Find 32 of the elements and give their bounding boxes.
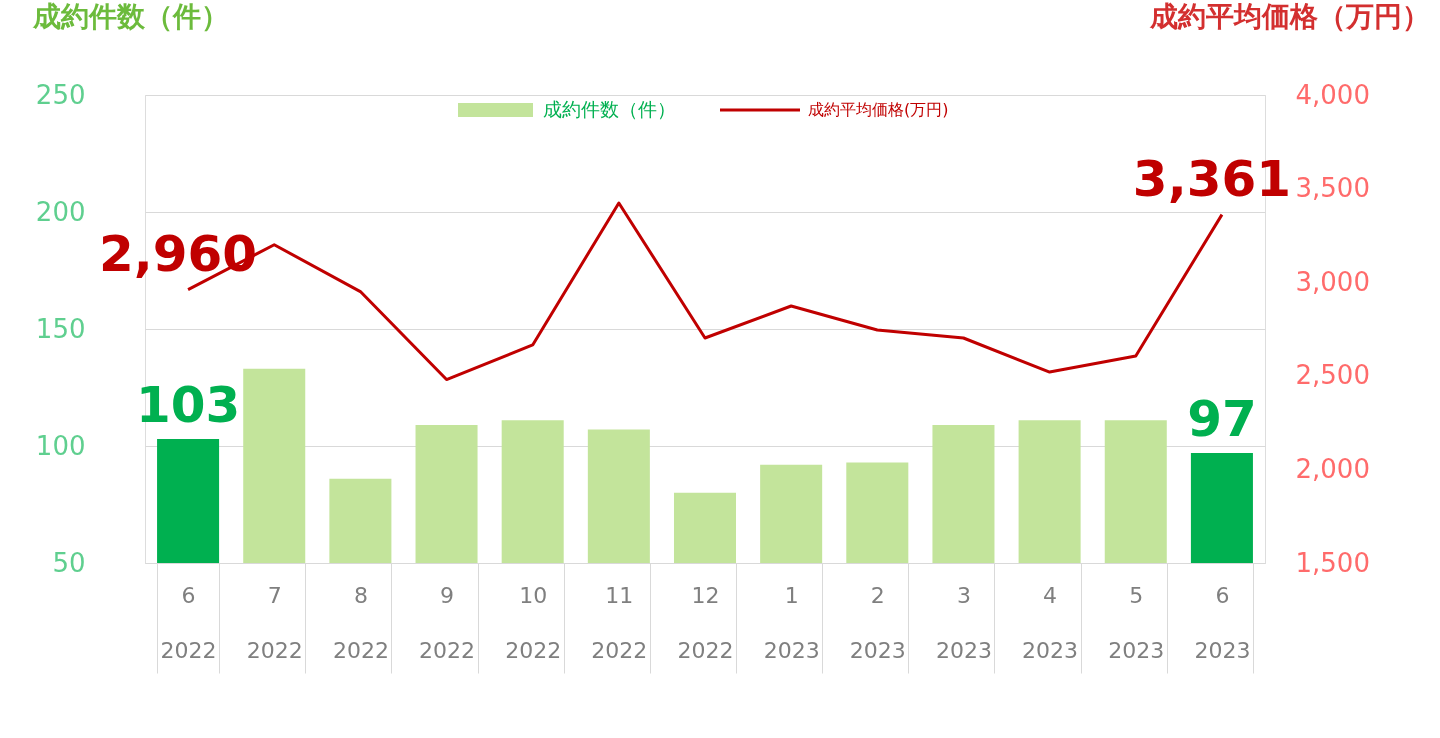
category-label: 4 2023 [1022, 582, 1079, 663]
y-tick-label: 200 [35, 196, 86, 227]
data-label: 2,960 [99, 224, 258, 283]
category-label: 3 2023 [935, 582, 992, 663]
y-tick-label: 50 [52, 547, 86, 578]
category-label: 6 2023 [1194, 582, 1251, 663]
category-label: 5 2023 [1108, 582, 1165, 663]
y-tick-label: 250 [35, 79, 86, 110]
y2-tick-label: 3,500 [1295, 173, 1370, 204]
category-label: 7 2022 [246, 582, 303, 663]
y-tick-label: 100 [35, 430, 86, 461]
legend-label: 成約件数（件） [543, 98, 676, 120]
y-axis-title: 成約件数（件） [32, 0, 229, 33]
y2-tick-label: 2,500 [1295, 360, 1370, 391]
data-label: 3,361 [1132, 149, 1291, 208]
category-label: 12 2022 [677, 582, 734, 663]
legend-label: 成約平均価格(万円) [808, 100, 949, 119]
category-label: 10 2022 [505, 582, 562, 663]
y-tick-label: 150 [35, 313, 86, 344]
data-label: 97 [1187, 390, 1257, 449]
category-label: 6 2022 [160, 582, 217, 663]
y2-tick-label: 1,500 [1295, 547, 1370, 578]
category-label: 9 2022 [419, 582, 476, 663]
category-label: 8 2022 [332, 582, 389, 663]
category-label: 1 2023 [763, 582, 820, 663]
category-label: 2 2023 [849, 582, 906, 663]
y2-axis-title: 成約平均価格（万円） [1149, 0, 1430, 33]
data-label: 103 [135, 375, 241, 434]
y2-tick-label: 4,000 [1295, 79, 1370, 110]
y2-tick-label: 2,000 [1295, 453, 1370, 484]
y2-tick-label: 3,000 [1295, 266, 1370, 297]
category-label: 11 2022 [591, 582, 648, 663]
